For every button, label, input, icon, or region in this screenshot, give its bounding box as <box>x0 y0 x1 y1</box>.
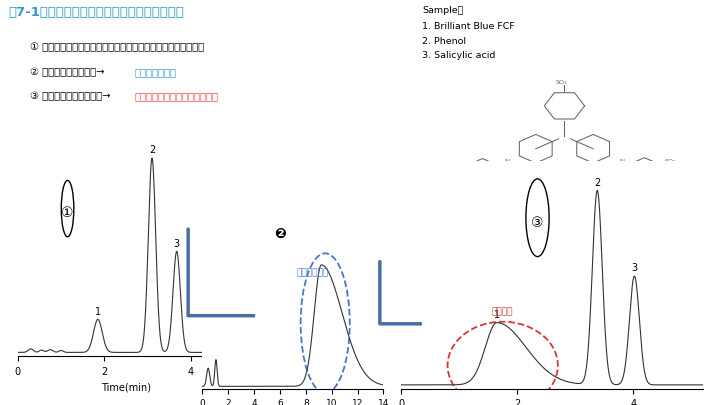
Text: 1: 1 <box>494 309 500 319</box>
Text: ② 塩基性化合物を分析→: ② 塩基性化合物を分析→ <box>30 67 104 77</box>
Text: ③ 再び酸性化合物を分析→: ③ 再び酸性化合物を分析→ <box>30 91 110 101</box>
Text: 2: 2 <box>149 145 155 155</box>
Text: SO$_3$: SO$_3$ <box>555 77 569 86</box>
Text: カラムに吸着: カラムに吸着 <box>296 268 329 277</box>
Text: ① 塩基性化合物が吸着するカラムを使用し、酸性化合物を分析: ① 塩基性化合物が吸着するカラムを使用し、酸性化合物を分析 <box>30 43 204 53</box>
Text: N: N <box>504 159 510 165</box>
Text: 3. Salicylic acid: 3. Salicylic acid <box>422 51 496 60</box>
Text: Brilliant Blue FCF: Brilliant Blue FCF <box>528 219 601 228</box>
Text: 3: 3 <box>631 262 638 273</box>
Text: ③: ③ <box>531 215 544 229</box>
Text: SO$_3$: SO$_3$ <box>664 157 677 166</box>
Text: N: N <box>619 159 625 165</box>
Text: 1: 1 <box>95 306 101 316</box>
Text: ❷: ❷ <box>275 226 286 240</box>
Text: Sample：: Sample： <box>422 6 464 15</box>
Text: ①: ① <box>61 206 74 220</box>
Text: カラム内に吸着: カラム内に吸着 <box>135 67 177 77</box>
Text: 二次吸着: 二次吸着 <box>492 306 513 315</box>
Text: ピーク形状の悪化（二次吸着）: ピーク形状の悪化（二次吸着） <box>135 91 219 101</box>
Text: 3: 3 <box>174 238 180 248</box>
Text: 2. Phenol: 2. Phenol <box>422 36 466 45</box>
Text: 2: 2 <box>594 177 601 187</box>
Text: O$_3$S: O$_3$S <box>447 161 461 170</box>
Text: 図7-1　二次吸着によるクロマトグラムの変化: 図7-1 二次吸着によるクロマトグラムの変化 <box>9 6 185 19</box>
X-axis label: Time(min): Time(min) <box>101 382 151 392</box>
Text: 1. Brilliant Blue FCF: 1. Brilliant Blue FCF <box>422 22 515 31</box>
